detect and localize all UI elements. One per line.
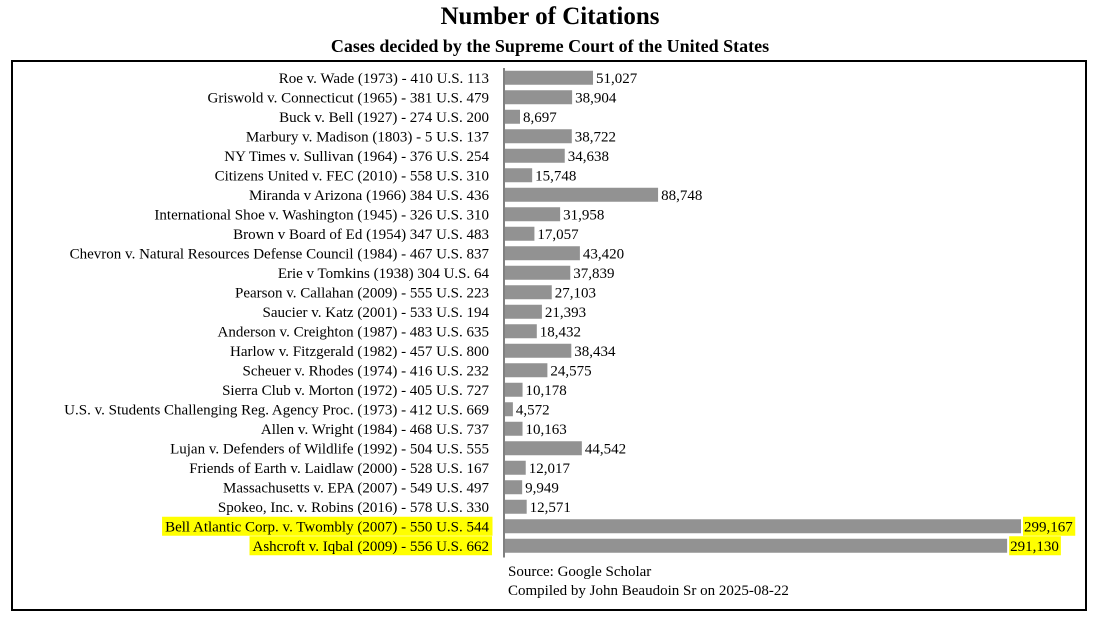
value-label: 37,839 — [573, 266, 614, 282]
bar — [505, 343, 572, 358]
category-label: Citizens United v. FEC (2010) - 558 U.S.… — [215, 168, 489, 184]
value-label: 38,722 — [575, 129, 616, 145]
category-label: Miranda v Arizona (1966) 384 U.S. 436 — [249, 188, 489, 204]
category-label: U.S. v. Students Challenging Reg. Agency… — [64, 402, 489, 418]
bar — [505, 226, 535, 241]
category-label: NY Times v. Sullivan (1964) - 376 U.S. 2… — [224, 149, 489, 165]
label-highlight — [162, 516, 493, 536]
bar — [505, 538, 1008, 553]
value-label: 38,434 — [574, 344, 616, 360]
category-label: Sierra Club v. Morton (1972) - 405 U.S. … — [222, 383, 489, 399]
value-label: 12,571 — [530, 500, 571, 516]
category-label: Lujan v. Defenders of Wildlife (1992) - … — [170, 441, 489, 457]
category-label: Saucier v. Katz (2001) - 533 U.S. 194 — [263, 305, 490, 321]
value-label: 21,393 — [545, 305, 586, 321]
value-label: 44,542 — [585, 441, 626, 457]
category-label: Buck v. Bell (1927) - 274 U.S. 200 — [279, 110, 489, 126]
value-label: 10,178 — [526, 383, 567, 399]
compiled-note: Compiled by John Beaudoin Sr on 2025-08-… — [508, 583, 789, 599]
category-label: Pearson v. Callahan (2009) - 555 U.S. 22… — [235, 285, 489, 301]
value-label: 31,958 — [563, 207, 604, 223]
bar — [505, 363, 548, 378]
value-label: 8,697 — [523, 110, 557, 126]
value-label: 299,167 — [1024, 519, 1073, 535]
value-label: 10,163 — [526, 422, 567, 438]
bar — [505, 499, 527, 514]
bar — [505, 421, 523, 436]
category-label: International Shoe v. Washington (1945) … — [154, 207, 489, 223]
bar — [505, 90, 573, 105]
bar — [505, 460, 526, 475]
bar — [505, 324, 537, 339]
value-label: 291,130 — [1010, 539, 1059, 555]
category-label: Spokeo, Inc. v. Robins (2016) - 578 U.S.… — [218, 500, 489, 516]
value-label: 9,949 — [525, 480, 559, 496]
category-label: Allen v. Wright (1984) - 468 U.S. 737 — [261, 422, 490, 438]
bar — [505, 168, 533, 183]
bar — [505, 285, 552, 300]
value-label: 18,432 — [540, 324, 581, 340]
category-label: Marbury v. Madison (1803) - 5 U.S. 137 — [246, 129, 490, 145]
bar — [505, 246, 580, 261]
source-note: Source: Google Scholar — [508, 564, 652, 580]
value-label: 38,904 — [575, 90, 617, 106]
bar — [505, 265, 571, 280]
bar — [505, 382, 523, 397]
value-label: 27,103 — [555, 285, 596, 301]
value-label: 43,420 — [583, 246, 624, 262]
value-label: 51,027 — [596, 71, 638, 87]
category-label: Ashcroft v. Iqbal (2009) - 556 U.S. 662 — [253, 539, 490, 555]
bar — [505, 304, 542, 319]
bar — [505, 129, 572, 144]
value-label: 15,748 — [535, 168, 576, 184]
value-highlight — [1023, 516, 1076, 536]
chart-title: Number of Citations — [440, 3, 660, 30]
bar — [505, 148, 565, 163]
bar — [505, 109, 521, 124]
category-label: Erie v Tomkins (1938) 304 U.S. 64 — [278, 266, 490, 282]
category-label: Scheuer v. Rhodes (1974) - 416 U.S. 232 — [243, 363, 490, 379]
label-highlight — [249, 536, 492, 556]
bar — [505, 187, 659, 202]
value-highlight — [1009, 536, 1061, 556]
bar — [505, 519, 1021, 534]
category-label: Anderson v. Creighton (1987) - 483 U.S. … — [217, 324, 489, 340]
chart-subtitle: Cases decided by the Supreme Court of th… — [330, 36, 770, 56]
bar — [505, 480, 523, 495]
bar — [505, 402, 513, 417]
bar — [505, 441, 582, 456]
category-label: Brown v Board of Ed (1954) 347 U.S. 483 — [233, 227, 489, 243]
category-label: Chevron v. Natural Resources Defense Cou… — [70, 246, 490, 262]
category-label: Bell Atlantic Corp. v. Twombly (2007) - … — [165, 519, 489, 535]
value-label: 34,638 — [568, 149, 609, 165]
bar — [505, 70, 594, 85]
category-label: Massachusetts v. EPA (2007) - 549 U.S. 4… — [223, 480, 489, 496]
category-label: Harlow v. Fitzgerald (1982) - 457 U.S. 8… — [230, 344, 489, 360]
category-label: Friends of Earth v. Laidlaw (2000) - 528… — [189, 461, 489, 477]
value-label: 17,057 — [537, 227, 579, 243]
category-label: Roe v. Wade (1973) - 410 U.S. 113 — [279, 71, 489, 87]
value-label: 12,017 — [529, 461, 571, 477]
value-label: 4,572 — [516, 402, 550, 418]
value-label: 88,748 — [661, 188, 702, 204]
category-label: Griswold v. Connecticut (1965) - 381 U.S… — [208, 90, 490, 106]
value-label: 24,575 — [550, 363, 591, 379]
chart-frame — [11, 60, 1087, 611]
bar — [505, 207, 561, 222]
